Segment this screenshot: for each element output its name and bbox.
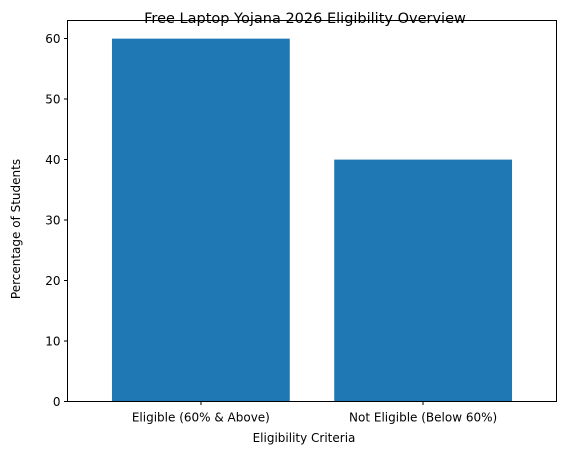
y-tick-label: 40 <box>45 153 60 167</box>
y-tick-label: 60 <box>45 32 60 46</box>
y-axis-label: Percentage of Students <box>9 159 23 299</box>
x-tick-label: Eligible (60% & Above) <box>132 411 270 425</box>
y-tick-label: 50 <box>45 93 60 107</box>
x-axis-ticks: Eligible (60% & Above) Not Eligible (Belo… <box>132 401 497 425</box>
x-tick-label: Not Eligible (Below 60%) <box>349 411 497 425</box>
bars-group <box>111 38 513 402</box>
y-tick-label: 30 <box>45 214 60 228</box>
y-tick-label: 0 <box>53 395 61 409</box>
bar-1 <box>334 159 513 402</box>
plot-frame <box>67 20 557 402</box>
chart-title: Free Laptop Yojana 2026 Eligibility Over… <box>144 11 466 27</box>
y-axis-ticks: 0 10 20 30 40 50 60 <box>45 32 68 409</box>
y-tick-label: 10 <box>45 335 60 349</box>
y-tick-label: 20 <box>45 274 60 288</box>
bar-0 <box>111 38 290 402</box>
x-axis-label: Eligibility Criteria <box>253 431 356 445</box>
